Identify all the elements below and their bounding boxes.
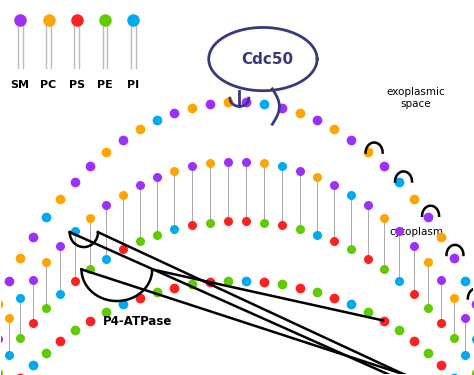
Text: cytoplasm: cytoplasm: [389, 227, 443, 237]
Text: exoplasmic
space: exoplasmic space: [387, 87, 446, 109]
Text: PE: PE: [97, 80, 113, 90]
Text: PS: PS: [69, 80, 85, 90]
Text: PC: PC: [40, 80, 56, 90]
Text: PI: PI: [127, 80, 139, 90]
Text: Cdc50: Cdc50: [242, 52, 294, 67]
Text: P4-ATPase: P4-ATPase: [103, 315, 173, 328]
Text: SM: SM: [11, 80, 30, 90]
